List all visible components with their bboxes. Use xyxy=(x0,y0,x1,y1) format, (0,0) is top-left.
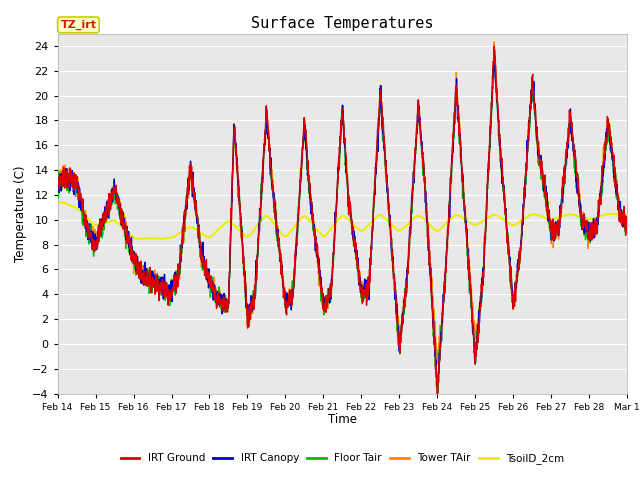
Text: TZ_irt: TZ_irt xyxy=(60,20,97,30)
Legend: IRT Ground, IRT Canopy, Floor Tair, Tower TAir, TsoilD_2cm: IRT Ground, IRT Canopy, Floor Tair, Towe… xyxy=(116,449,568,468)
Title: Surface Temperatures: Surface Temperatures xyxy=(251,16,434,31)
X-axis label: Time: Time xyxy=(328,413,357,426)
Y-axis label: Temperature (C): Temperature (C) xyxy=(13,165,26,262)
